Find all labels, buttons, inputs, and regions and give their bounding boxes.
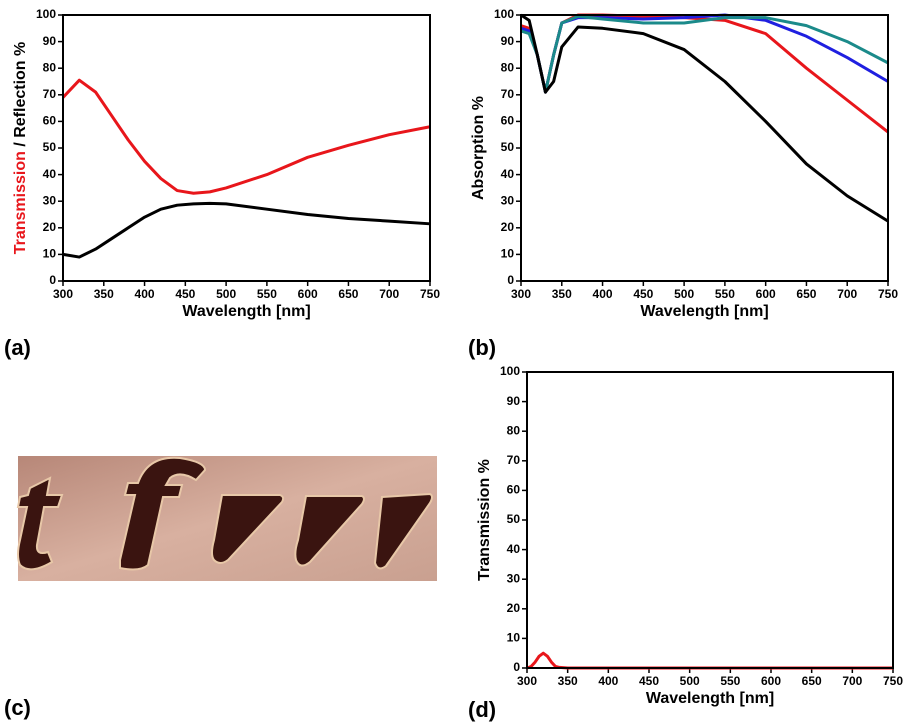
x-tick-label: 700 [379,287,399,301]
x-tick-label: 400 [135,287,155,301]
y-tick-label: 20 [43,220,57,234]
y-tick-label: 0 [49,273,56,287]
plot-frame [62,14,431,282]
x-tick-label: 600 [298,287,318,301]
y-axis-label-part: Transmission [12,151,29,254]
x-tick-label: 700 [837,287,857,301]
x-tick-label: 750 [878,287,898,301]
y-axis-label-part: Absorption % [470,96,487,200]
y-tick-label: 30 [43,193,57,207]
x-tick-label: 350 [552,287,572,301]
y-tick-label: 50 [501,140,515,154]
x-tick-label: 650 [802,674,822,688]
data-line [520,13,889,134]
x-tick-label: 450 [639,674,659,688]
photo-letter [16,476,64,571]
y-tick-label: 40 [43,167,57,181]
data-line [62,201,431,259]
y-tick-label: 90 [43,34,57,48]
x-tick-label: 500 [680,674,700,688]
x-tick-label: 300 [517,674,537,688]
x-tick-label: 400 [598,674,618,688]
y-axis-label-part: Transmission % [476,459,493,581]
x-tick-label: 350 [94,287,114,301]
x-tick-label: 700 [842,674,862,688]
y-tick-label: 30 [507,571,521,585]
x-tick-label: 500 [216,287,236,301]
y-tick-label: 60 [507,483,521,497]
y-tick-label: 10 [43,247,57,261]
y-tick-label: 50 [43,140,57,154]
y-tick-label: 0 [513,660,520,674]
y-tick-label: 100 [494,7,514,21]
y-tick-label: 30 [501,193,515,207]
x-tick-label: 400 [593,287,613,301]
x-axis-label: Wavelength [nm] [640,303,768,320]
photo-triangle [294,495,365,567]
y-tick-label: 80 [501,60,515,74]
plot-frame [520,14,889,282]
y-tick-label: 100 [500,364,520,378]
photo-letter [119,456,207,571]
x-tick-label: 650 [796,287,816,301]
y-tick-label: 60 [501,114,515,128]
x-tick-label: 550 [257,287,277,301]
data-line [526,651,893,670]
panel-label: (c) [4,695,31,720]
x-tick-label: 750 [883,674,903,688]
photo [16,456,437,581]
plot-frame [526,371,894,669]
panel-label: (a) [4,335,31,360]
y-tick-label: 100 [36,7,56,21]
y-tick-label: 70 [501,87,515,101]
data-line [61,78,431,195]
x-tick-label: 600 [761,674,781,688]
y-axis-label: Absorption % [470,96,487,200]
panel-label: (d) [468,697,496,722]
x-tick-label: 450 [175,287,195,301]
data-line [520,13,889,94]
y-tick-label: 90 [501,34,515,48]
y-tick-label: 20 [501,220,515,234]
y-axis-label: Transmission % [476,459,493,581]
y-axis-label: Transmission / Reflection % [12,42,29,255]
x-tick-label: 500 [674,287,694,301]
y-tick-label: 80 [507,423,521,437]
x-tick-label: 750 [420,287,440,301]
y-tick-label: 50 [507,512,521,526]
x-axis-label: Wavelength [nm] [182,303,310,320]
x-tick-label: 300 [53,287,73,301]
x-tick-label: 450 [633,287,653,301]
y-tick-label: 90 [507,394,521,408]
x-axis-label: Wavelength [nm] [646,690,774,707]
x-tick-label: 350 [558,674,578,688]
y-tick-label: 60 [43,114,57,128]
y-tick-label: 40 [501,167,515,181]
y-axis-label-part: / Reflection % [12,42,29,151]
photo-triangle [211,494,285,564]
x-tick-label: 600 [756,287,776,301]
y-tick-label: 80 [43,60,57,74]
x-tick-label: 550 [720,674,740,688]
y-tick-label: 10 [507,631,521,645]
panel-label: (b) [468,335,496,360]
x-tick-label: 300 [511,287,531,301]
y-tick-label: 10 [501,247,515,261]
x-tick-label: 650 [338,287,358,301]
y-tick-label: 20 [507,601,521,615]
x-tick-label: 550 [715,287,735,301]
y-tick-label: 70 [43,87,57,101]
data-line [520,13,889,223]
photo-triangle [373,492,433,570]
y-tick-label: 0 [507,273,514,287]
y-tick-label: 40 [507,542,521,556]
y-tick-label: 70 [507,453,521,467]
